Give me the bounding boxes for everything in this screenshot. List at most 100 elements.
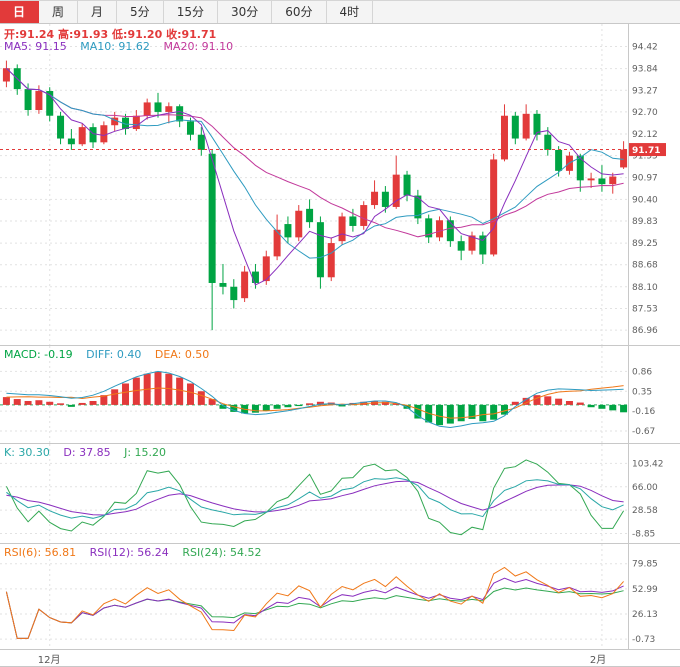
- candle-up: [468, 235, 476, 251]
- candle-down: [197, 134, 205, 150]
- x-axis-label: 12月: [37, 655, 61, 666]
- tab-bar-filler: [373, 1, 680, 23]
- macd-bar: [544, 396, 552, 405]
- macd-bar: [576, 402, 584, 405]
- candle-up: [295, 210, 303, 238]
- d-line: [6, 480, 624, 516]
- axis-label: 28.58: [632, 506, 658, 516]
- tab-5min[interactable]: 5分: [117, 1, 164, 23]
- candle-up: [500, 115, 508, 160]
- axis-label: 90.40: [632, 195, 658, 205]
- candle-down: [89, 127, 97, 143]
- axis-label: 93.84: [632, 65, 658, 75]
- candle-up: [620, 149, 628, 168]
- candle-down: [251, 271, 259, 283]
- macd-chart[interactable]: 0.86 0.35 -0.16 -0.67: [0, 346, 680, 444]
- ma20-line: [6, 67, 624, 238]
- rsi-chart[interactable]: 79.85 52.99 26.13 -0.73: [0, 544, 680, 650]
- candle-down: [219, 282, 227, 287]
- macd-bar: [587, 404, 595, 408]
- candle-down: [479, 235, 487, 255]
- macd-bar: [598, 404, 606, 409]
- axis-label: 88.10: [632, 283, 658, 293]
- x-axis-label: 2月: [589, 655, 607, 666]
- macd-bar: [565, 401, 573, 405]
- ma5-line: [6, 67, 624, 286]
- candle-down: [46, 91, 54, 116]
- candle-down: [425, 218, 433, 238]
- axis-label: 66.00: [632, 483, 658, 493]
- axis-label: 93.27: [632, 86, 658, 96]
- macd-bar: [490, 404, 498, 420]
- tab-4hour[interactable]: 4时: [326, 1, 374, 23]
- tab-60min[interactable]: 60分: [272, 1, 327, 23]
- main-chart-panel[interactable]: 94.42 93.84 93.27 92.70 92.12 91.55 90.97 90.40…: [0, 24, 680, 346]
- axis-label: 91.55: [632, 152, 658, 162]
- macd-panel[interactable]: 0.86 0.35 -0.16 -0.67 MACD: -0.19 DIFF: 0.4…: [0, 346, 680, 444]
- current-price-tag: [629, 143, 666, 157]
- candle-down: [576, 155, 584, 181]
- candle-up: [338, 216, 346, 242]
- macd-bar: [132, 377, 140, 405]
- macd-bar: [35, 400, 43, 405]
- candle-up: [273, 229, 281, 257]
- axis-label: 87.53: [632, 304, 658, 314]
- kdj-chart[interactable]: 103.42 66.00 28.58 -8.85: [0, 444, 680, 544]
- axis-label: 89.83: [632, 217, 658, 227]
- tab-15min[interactable]: 15分: [163, 1, 218, 23]
- macd-bar: [316, 401, 324, 405]
- candle-down: [122, 117, 130, 130]
- candle-down: [544, 134, 552, 150]
- macd-bar: [273, 404, 281, 409]
- axis-label: 86.96: [632, 326, 658, 336]
- rsi-panel[interactable]: 79.85 52.99 26.13 -0.73 RSI(6): 56.81 RSI(1…: [0, 544, 680, 650]
- macd-bar: [511, 401, 519, 405]
- candlestick-chart[interactable]: 94.42 93.84 93.27 92.70 92.12 91.55 90.97 90.40…: [0, 24, 680, 346]
- candle-down: [176, 106, 184, 122]
- candle-down: [316, 222, 324, 278]
- macd-bar: [251, 404, 259, 413]
- main-chart-svg: 94.42 93.84 93.27 92.70 92.12 91.55 90.97 90.40…: [0, 24, 680, 346]
- axis-label: 79.85: [632, 560, 658, 570]
- candle-up: [100, 125, 108, 143]
- candle-down: [533, 113, 541, 135]
- macd-bar: [89, 401, 97, 405]
- candle-up: [2, 68, 10, 82]
- axis-label: 90.97: [632, 174, 658, 184]
- tab-30min[interactable]: 30分: [217, 1, 273, 23]
- candle-up: [143, 102, 151, 116]
- kdj-panel[interactable]: 103.42 66.00 28.58 -8.85 K: 30.30 D: 37.85 …: [0, 444, 680, 544]
- candle-down: [208, 153, 216, 283]
- dea-line: [6, 385, 624, 419]
- candle-down: [403, 174, 411, 196]
- macd-bar: [338, 404, 346, 407]
- axis-label: -0.73: [632, 635, 655, 645]
- rsi12-line: [5, 577, 624, 639]
- candle-down: [284, 224, 292, 238]
- macd-chart-svg: 0.86 0.35 -0.16 -0.67: [0, 346, 680, 444]
- rsi24-line: [5, 587, 624, 639]
- candle-up: [436, 220, 444, 238]
- tab-week[interactable]: 周: [39, 1, 79, 23]
- candle-down: [457, 241, 465, 251]
- macd-bar: [176, 377, 184, 405]
- macd-bar: [208, 399, 216, 405]
- candle-up: [35, 91, 43, 111]
- macd-bar: [230, 404, 238, 412]
- tab-month[interactable]: 月: [78, 1, 118, 23]
- macd-bar: [620, 404, 628, 413]
- axis-label: 0.35: [632, 387, 652, 397]
- macd-bar: [111, 389, 119, 405]
- tab-day[interactable]: 日: [0, 1, 40, 23]
- candle-up: [392, 174, 400, 207]
- candle-up: [609, 176, 617, 185]
- j-line: [5, 459, 625, 536]
- candle-down: [230, 286, 238, 301]
- macd-bar: [306, 403, 314, 405]
- candle-down: [57, 115, 65, 139]
- axis-label: 92.12: [632, 130, 658, 140]
- macd-bar: [197, 391, 205, 405]
- candle-up: [165, 106, 173, 112]
- candle-up: [371, 191, 379, 206]
- macd-bar: [219, 404, 227, 409]
